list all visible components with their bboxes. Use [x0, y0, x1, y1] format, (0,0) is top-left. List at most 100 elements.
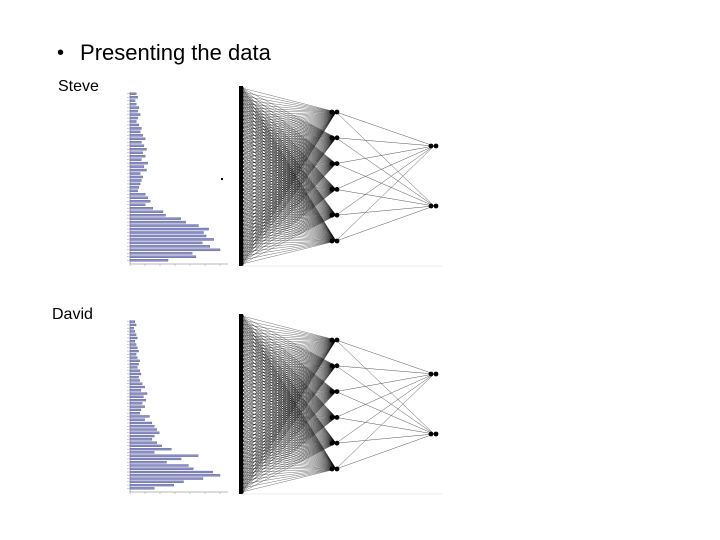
input-node	[240, 416, 244, 420]
wire	[241, 111, 337, 183]
histogram-bar	[129, 193, 146, 196]
wire	[241, 163, 337, 253]
wire	[241, 137, 337, 261]
wire	[241, 365, 337, 403]
wire	[241, 365, 337, 399]
input-node	[240, 420, 244, 424]
wire	[241, 365, 337, 411]
input-node	[240, 478, 244, 482]
wire	[335, 365, 435, 435]
histogram-bar	[129, 158, 142, 161]
histogram-bar	[129, 179, 142, 182]
input-node	[240, 408, 244, 412]
wire	[241, 382, 337, 392]
wire	[241, 391, 337, 411]
input-node	[240, 435, 244, 439]
wire	[241, 365, 337, 407]
wire	[241, 137, 337, 226]
wire	[241, 137, 337, 241]
input-node	[240, 486, 244, 490]
histogram-bar	[129, 127, 142, 130]
wire	[241, 111, 337, 128]
input-node	[240, 238, 244, 243]
wire	[241, 365, 337, 426]
hidden-node	[334, 440, 340, 446]
histogram-bar	[129, 320, 136, 323]
wire	[241, 391, 337, 481]
histogram-bar	[129, 252, 193, 255]
input-node	[240, 180, 244, 184]
wire	[335, 145, 435, 216]
wire	[335, 391, 435, 435]
hidden-node	[334, 238, 340, 244]
histogram-bar	[129, 248, 221, 252]
wire	[241, 163, 337, 237]
wire	[241, 111, 337, 124]
input-node	[240, 219, 244, 223]
wire	[241, 111, 337, 222]
wire	[241, 163, 337, 226]
wire	[241, 163, 337, 198]
input-node	[240, 207, 244, 211]
input-node	[240, 427, 244, 432]
histogram-bar	[129, 172, 141, 175]
wire	[241, 378, 337, 392]
wire	[241, 365, 337, 438]
wire	[241, 391, 337, 465]
histogram-bar	[129, 333, 137, 336]
histogram-bar	[129, 379, 140, 382]
histogram-bar	[129, 487, 155, 490]
wire	[241, 163, 337, 171]
wire	[241, 137, 337, 147]
wire	[241, 137, 337, 245]
wire	[241, 215, 337, 261]
input-node	[240, 215, 244, 219]
wire	[241, 111, 337, 265]
slide-bullet-text: Presenting the data	[80, 40, 271, 65]
wire	[241, 391, 337, 422]
wire	[241, 111, 337, 163]
wire	[241, 386, 337, 392]
wire	[241, 365, 337, 430]
histogram-bar	[129, 349, 139, 353]
wire	[241, 391, 337, 438]
wire	[241, 339, 337, 403]
input-node	[240, 141, 244, 145]
histogram-bar	[129, 376, 139, 379]
wire	[241, 111, 337, 253]
histogram-bar	[129, 444, 162, 447]
histogram-bar	[129, 392, 148, 395]
wire	[241, 339, 337, 383]
input-node	[240, 439, 244, 443]
wire	[335, 111, 435, 207]
wire	[241, 87, 337, 113]
histogram-bar	[129, 220, 186, 224]
wire	[241, 365, 337, 387]
wire	[241, 111, 337, 218]
wire	[241, 319, 337, 341]
histogram-bar	[129, 434, 155, 438]
wire	[241, 111, 337, 198]
wire	[241, 391, 337, 446]
wire	[241, 331, 337, 341]
wire	[241, 468, 337, 485]
hidden-node	[334, 415, 340, 420]
histogram-bar	[129, 259, 169, 262]
wire	[241, 111, 337, 257]
panel-david	[120, 312, 450, 502]
bullet-dot-icon: •	[57, 41, 65, 64]
wire	[335, 205, 435, 216]
wire	[241, 327, 337, 341]
histogram-bar	[129, 200, 151, 203]
hidden-node	[334, 337, 340, 343]
wire	[241, 339, 337, 391]
input-node	[240, 388, 244, 392]
wire	[241, 339, 337, 481]
wire	[241, 163, 337, 183]
histogram-bar	[129, 109, 138, 113]
input-node	[240, 90, 244, 94]
wire	[241, 339, 337, 469]
histogram-bar	[129, 151, 143, 154]
wire	[241, 137, 337, 198]
input-node	[240, 490, 244, 494]
